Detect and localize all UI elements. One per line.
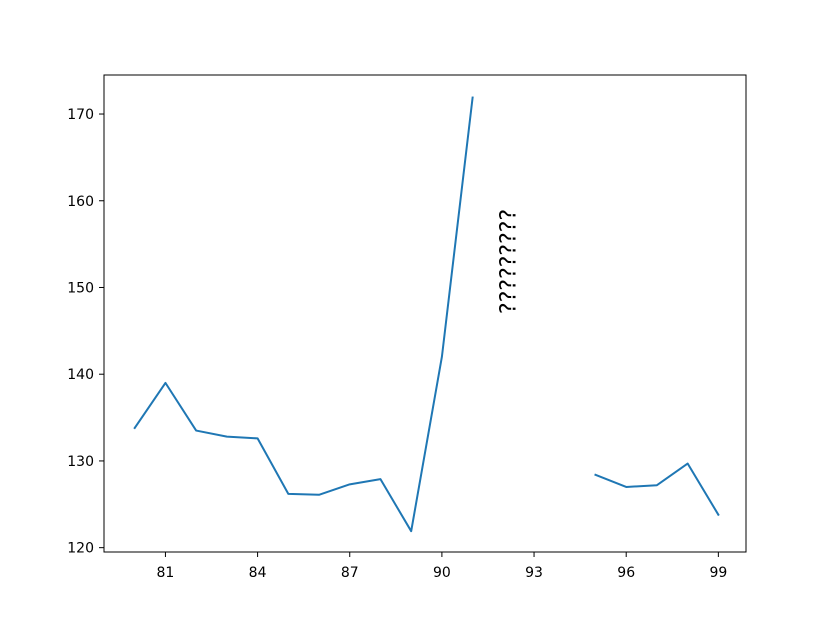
- plot-background: [104, 75, 746, 552]
- x-tick-label: 87: [341, 565, 359, 581]
- x-tick-label: 99: [709, 565, 727, 581]
- y-tick-label: 170: [67, 107, 94, 123]
- series-layer: [133, 96, 720, 533]
- series-line-segment: [594, 462, 720, 517]
- y-tick-label: 150: [67, 280, 94, 296]
- x-axis: 81 84 87 90 93 96 99: [157, 552, 727, 581]
- annotation-layer: ¿¿¿¿¿¿¿¿¿: [497, 209, 522, 314]
- x-tick-label: 90: [433, 565, 451, 581]
- series-line-segment: [133, 96, 474, 533]
- y-axis: 120 130 140 150 160 170: [67, 107, 104, 557]
- x-tick-label: 93: [525, 565, 543, 581]
- annotation-text: ¿¿¿¿¿¿¿¿¿: [497, 209, 522, 314]
- x-tick-label: 81: [157, 565, 175, 581]
- y-tick-label: 130: [67, 454, 94, 470]
- y-tick-label: 140: [67, 367, 94, 383]
- y-tick-label: 120: [67, 541, 94, 557]
- x-tick-label: 84: [249, 565, 267, 581]
- plot-frame: [103, 74, 747, 553]
- x-tick-label: 96: [617, 565, 635, 581]
- y-tick-label: 160: [67, 194, 94, 210]
